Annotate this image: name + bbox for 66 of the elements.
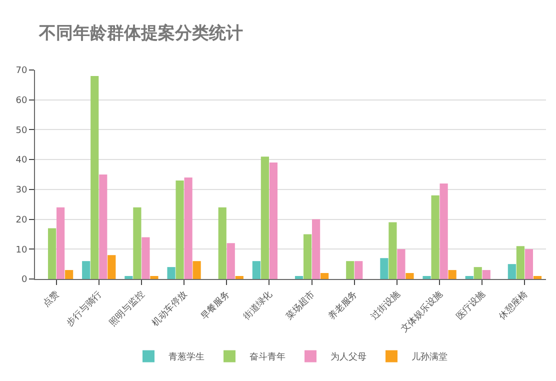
x-tick-label: 早餐服务 — [198, 288, 232, 322]
x-tick-label: 街道绿化 — [241, 288, 275, 322]
bar — [320, 273, 329, 279]
legend-label: 奋斗青年 — [250, 352, 286, 363]
y-tick-label: 60 — [16, 96, 28, 106]
bar — [474, 267, 482, 279]
bar — [82, 261, 90, 279]
bar — [465, 276, 474, 279]
chart-title: 不同年龄群体提案分类统计 — [38, 22, 243, 44]
legend-label: 儿孙满堂 — [412, 352, 448, 363]
bar — [431, 195, 440, 279]
y-tick-label: 70 — [16, 66, 28, 76]
bar — [260, 156, 269, 279]
x-tick-label: 养老服务 — [326, 288, 360, 322]
bar — [482, 270, 490, 279]
bar — [354, 261, 363, 279]
bar — [176, 180, 184, 279]
bar — [142, 237, 150, 279]
bar — [422, 276, 431, 279]
x-tick-label: 步行与骑行 — [64, 288, 104, 328]
bar — [192, 261, 201, 279]
legend-label: 为人父母 — [330, 352, 366, 363]
bar — [150, 276, 158, 279]
bar — [108, 255, 116, 279]
bar — [533, 276, 542, 279]
bar — [99, 174, 108, 279]
x-tick-label: 菜场超市 — [284, 288, 318, 322]
bar — [124, 276, 133, 279]
x-tick-label: 机动车停放 — [150, 288, 190, 328]
bar — [218, 207, 226, 279]
bar — [133, 207, 142, 279]
y-tick-label: 30 — [16, 186, 28, 196]
y-tick-label: 20 — [16, 215, 28, 226]
bar — [48, 228, 56, 279]
bar — [524, 249, 534, 279]
bar — [56, 207, 65, 279]
bar — [516, 246, 524, 279]
bar — [226, 243, 235, 279]
x-tick-label: 过街设施 — [369, 288, 402, 322]
y-tick-label: 10 — [16, 245, 28, 256]
bar — [312, 219, 320, 279]
bar — [167, 267, 176, 279]
y-tick-label: 0 — [21, 275, 28, 286]
bar — [346, 261, 354, 279]
bar — [269, 162, 278, 279]
bar — [184, 177, 192, 279]
legend-label: 青葱学生 — [168, 352, 204, 363]
bar — [388, 222, 397, 279]
bar — [397, 249, 406, 279]
bar — [252, 261, 260, 279]
x-tick-label: 照明与监控 — [107, 288, 147, 328]
bar — [440, 183, 448, 279]
bar — [406, 273, 414, 279]
bar — [65, 270, 74, 279]
bar — [90, 76, 99, 279]
bar — [508, 264, 516, 279]
bar — [294, 276, 304, 279]
x-tick-label: 休憩座椅 — [496, 288, 530, 322]
bar — [235, 276, 244, 279]
bar — [380, 258, 388, 279]
x-tick-label: 医疗设施 — [454, 288, 488, 322]
bar — [448, 270, 456, 279]
bar — [303, 234, 312, 279]
y-tick-label: 40 — [16, 156, 28, 166]
y-tick-label: 50 — [16, 126, 28, 136]
x-tick-label: 点赞 — [41, 288, 62, 310]
